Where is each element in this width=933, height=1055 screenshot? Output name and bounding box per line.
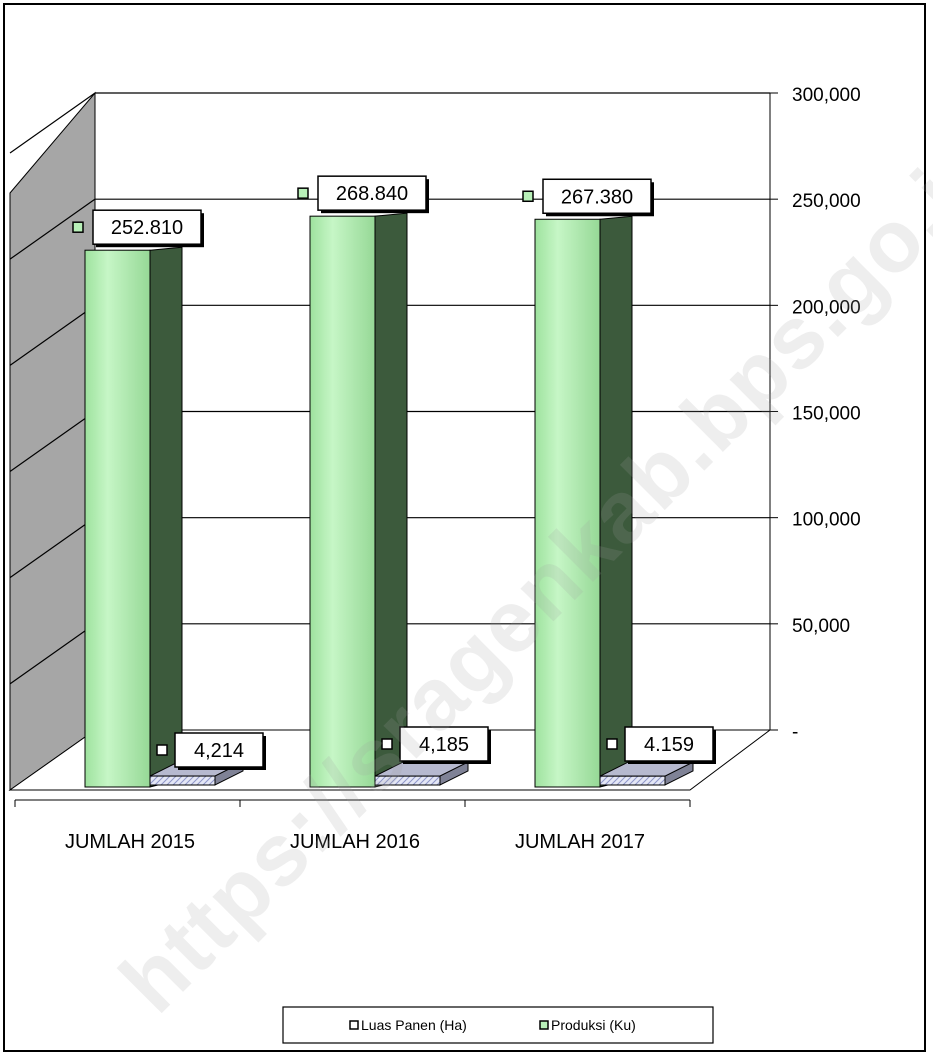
luas-bar	[374, 775, 441, 786]
luas-label-box	[174, 732, 264, 768]
produksi-label-box	[542, 178, 652, 215]
produksi-bar-side	[374, 212, 408, 788]
luas-label-box	[624, 726, 714, 762]
x-category-label: JUMLAH 2015	[65, 831, 195, 853]
produksi-label-box	[92, 209, 202, 245]
luas-bar	[149, 775, 216, 786]
produksi-bar	[534, 218, 601, 788]
y-tick-label: 50,000	[792, 616, 850, 637]
x-category-label: JUMLAH 2017	[515, 831, 645, 853]
produksi-label-marker	[72, 221, 84, 233]
produksi-bar-side	[149, 246, 183, 788]
chart-svg: - 50,000 100,000 150,000 200,000 250,000 300,0…	[8, 85, 861, 1044]
gridline-wall	[9, 198, 96, 260]
gridline-wall	[9, 304, 96, 366]
luas-bar	[599, 775, 666, 786]
luas-label-marker	[156, 744, 168, 756]
y-tick-label: 150,000	[792, 404, 861, 425]
gridline-wall	[9, 623, 96, 685]
produksi-data-label: 252.810	[111, 217, 183, 239]
produksi-bar	[309, 215, 376, 788]
legend-label-produksi: Produksi (Ku)	[551, 1017, 636, 1033]
gridline-wall	[9, 517, 96, 579]
luas-label-marker	[606, 738, 618, 750]
gridline-wall	[9, 92, 96, 154]
x-category-label: JUMLAH 2016	[290, 831, 420, 853]
luas-data-label: 4.159	[644, 734, 694, 756]
produksi-bar-side	[599, 215, 633, 788]
luas-data-label: 4,185	[419, 734, 469, 756]
legend-label-luas: Luas Panen (Ha)	[361, 1017, 467, 1033]
produksi-label-marker	[297, 187, 309, 199]
y-tick-label: 100,000	[792, 510, 861, 531]
chart-frame: - 50,000 100,000 150,000 200,000 250,000 300,0…	[3, 3, 926, 1052]
produksi-data-label: 268.840	[336, 183, 408, 205]
y-tick-label: 200,000	[792, 297, 861, 318]
y-tick-label: 300,000	[792, 85, 861, 106]
legend-marker-luas	[349, 1020, 359, 1030]
produksi-label-marker	[522, 190, 534, 203]
luas-label-box	[399, 726, 489, 762]
gridline-wall	[9, 411, 96, 472]
produksi-label-box	[317, 175, 427, 211]
legend-marker-produksi	[539, 1020, 549, 1030]
y-tick-label: 250,000	[792, 191, 861, 212]
luas-label-marker	[381, 738, 393, 750]
produksi-data-label: 267.380	[561, 186, 633, 208]
luas-data-label: 4,214	[194, 740, 244, 762]
produksi-bar	[84, 249, 151, 788]
y-tick-label: -	[792, 722, 798, 743]
legend-box	[282, 1006, 714, 1044]
